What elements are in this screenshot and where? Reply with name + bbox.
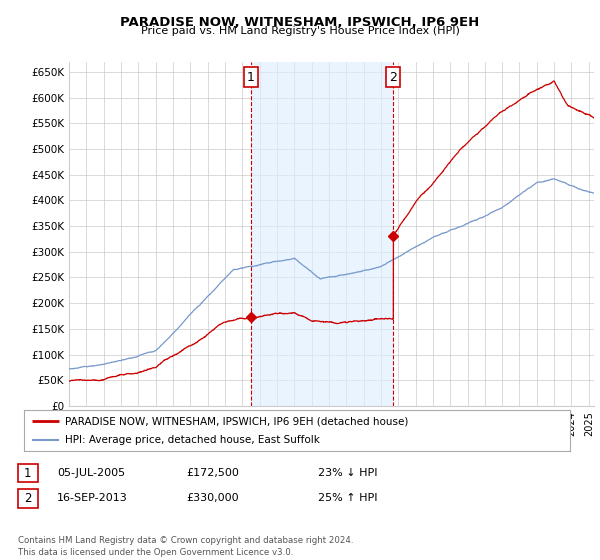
Text: 25% ↑ HPI: 25% ↑ HPI	[318, 493, 377, 503]
Text: Contains HM Land Registry data © Crown copyright and database right 2024.
This d: Contains HM Land Registry data © Crown c…	[18, 536, 353, 557]
Text: PARADISE NOW, WITNESHAM, IPSWICH, IP6 9EH (detached house): PARADISE NOW, WITNESHAM, IPSWICH, IP6 9E…	[65, 417, 409, 426]
Text: Price paid vs. HM Land Registry's House Price Index (HPI): Price paid vs. HM Land Registry's House …	[140, 26, 460, 36]
Text: PARADISE NOW, WITNESHAM, IPSWICH, IP6 9EH: PARADISE NOW, WITNESHAM, IPSWICH, IP6 9E…	[121, 16, 479, 29]
Text: 05-JUL-2005: 05-JUL-2005	[57, 468, 125, 478]
Text: 16-SEP-2013: 16-SEP-2013	[57, 493, 128, 503]
Text: 2: 2	[389, 71, 397, 83]
Text: £330,000: £330,000	[186, 493, 239, 503]
Bar	[251, 62, 394, 406]
Text: 1: 1	[247, 71, 255, 83]
Text: HPI: Average price, detached house, East Suffolk: HPI: Average price, detached house, East…	[65, 435, 320, 445]
Text: 2: 2	[24, 492, 32, 505]
Text: £172,500: £172,500	[186, 468, 239, 478]
Text: 23% ↓ HPI: 23% ↓ HPI	[318, 468, 377, 478]
Text: 1: 1	[24, 466, 32, 480]
